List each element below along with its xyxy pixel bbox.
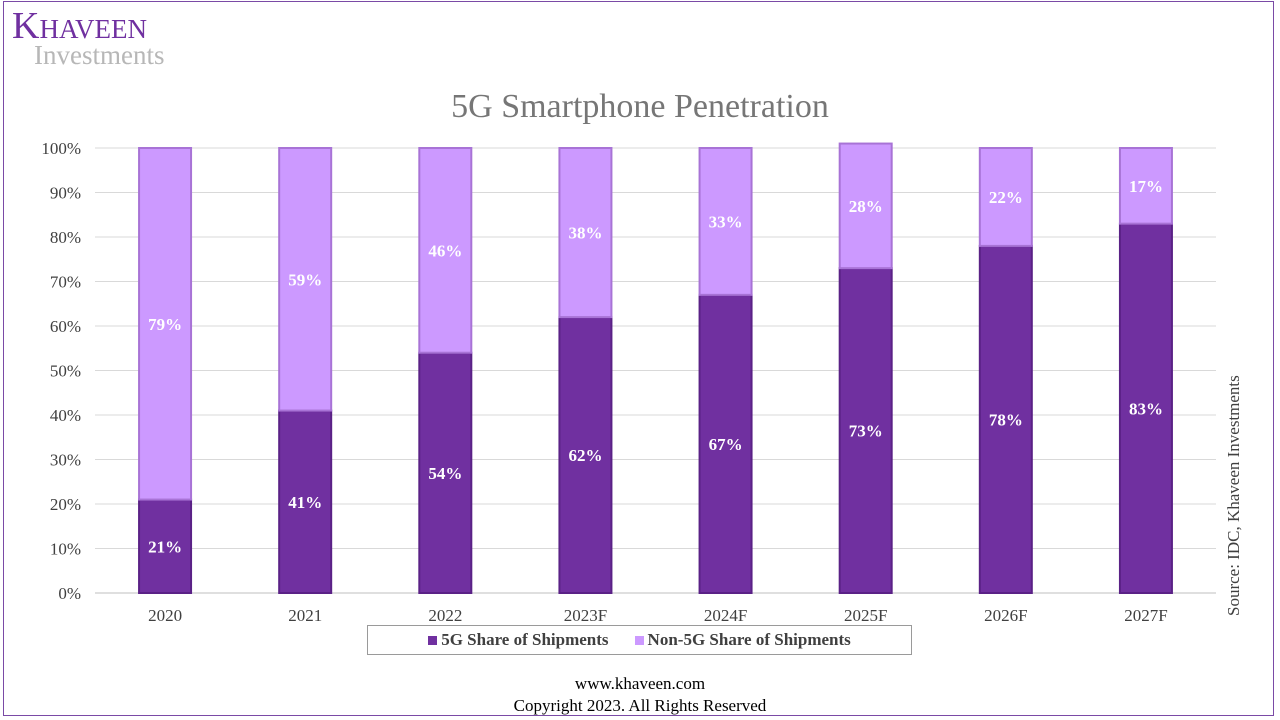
data-label-non-5g: 33% <box>709 212 743 231</box>
data-label-5g: 67% <box>709 435 743 454</box>
data-label-5g: 73% <box>849 422 883 441</box>
x-tick-label: 2021 <box>288 606 322 625</box>
data-label-5g: 54% <box>428 464 462 483</box>
y-tick-label: 0% <box>58 584 81 603</box>
brand-subtitle: Investments <box>34 40 165 70</box>
x-tick-label: 2020 <box>148 606 182 625</box>
brand-logo: Khaveen <box>12 4 147 48</box>
data-label-non-5g: 17% <box>1129 177 1163 196</box>
data-label-5g: 21% <box>148 537 182 556</box>
bar-non-5g <box>978 147 1033 247</box>
footer-copyright: Copyright 2023. All Rights Reserved <box>513 696 767 715</box>
data-label-non-5g: 46% <box>428 241 462 260</box>
bar-non-5g <box>558 147 613 319</box>
y-tick-label: 50% <box>50 362 81 381</box>
data-label-non-5g: 22% <box>989 188 1023 207</box>
y-tick-label: 20% <box>50 495 81 514</box>
x-tick-label: 2024F <box>704 606 747 625</box>
chart-legend: 5G Share of Shipments Non-5G Share of Sh… <box>367 625 912 655</box>
y-tick-label: 80% <box>50 228 81 247</box>
y-tick-label: 60% <box>50 317 81 336</box>
data-label-5g: 41% <box>288 493 322 512</box>
x-tick-label: 2023F <box>564 606 607 625</box>
data-label-5g: 62% <box>568 446 602 465</box>
y-tick-label: 30% <box>50 451 81 470</box>
x-tick-label: 2026F <box>984 606 1027 625</box>
legend-item-non-5g: Non-5G Share of Shipments <box>634 630 851 650</box>
bar-5g <box>418 351 473 595</box>
brand-name: Khaveen <box>12 5 147 47</box>
x-tick-label: 2027F <box>1124 606 1167 625</box>
bar-5g <box>838 267 893 594</box>
bar-5g <box>978 244 1033 594</box>
y-tick-label: 70% <box>50 273 81 292</box>
data-label-non-5g: 28% <box>849 197 883 216</box>
footer-url: www.khaveen.com <box>574 674 706 693</box>
bar-non-5g <box>278 147 333 412</box>
bar-non-5g <box>418 147 473 354</box>
data-label-5g: 78% <box>989 410 1023 429</box>
bar-non-5g <box>698 147 753 296</box>
data-label-non-5g: 79% <box>148 315 182 334</box>
legend-swatch-non-5g <box>634 635 644 645</box>
data-label-non-5g: 59% <box>288 270 322 289</box>
source-note: Source: IDC, Khaveen Investments <box>1224 375 1243 616</box>
chart-title: 5G Smartphone Penetration <box>451 88 829 125</box>
bar-non-5g <box>838 142 893 270</box>
legend-item-5g: 5G Share of Shipments <box>428 630 609 650</box>
y-tick-label: 40% <box>50 406 81 425</box>
data-label-5g: 83% <box>1129 399 1163 418</box>
y-tick-label: 100% <box>41 139 81 158</box>
bar-non-5g <box>138 147 193 501</box>
y-tick-label: 90% <box>50 184 81 203</box>
slide-frame <box>3 1 1274 716</box>
bar-5g <box>1118 222 1173 594</box>
y-tick-label: 10% <box>50 540 81 559</box>
x-tick-label: 2022 <box>428 606 462 625</box>
legend-label-non-5g: Non-5G Share of Shipments <box>647 630 851 649</box>
data-label-non-5g: 38% <box>568 224 602 243</box>
legend-label-5g: 5G Share of Shipments <box>441 630 609 649</box>
bar-5g <box>698 293 753 594</box>
legend-swatch-5g <box>428 635 438 645</box>
bar-non-5g <box>1118 147 1173 225</box>
x-tick-label: 2025F <box>844 606 887 625</box>
